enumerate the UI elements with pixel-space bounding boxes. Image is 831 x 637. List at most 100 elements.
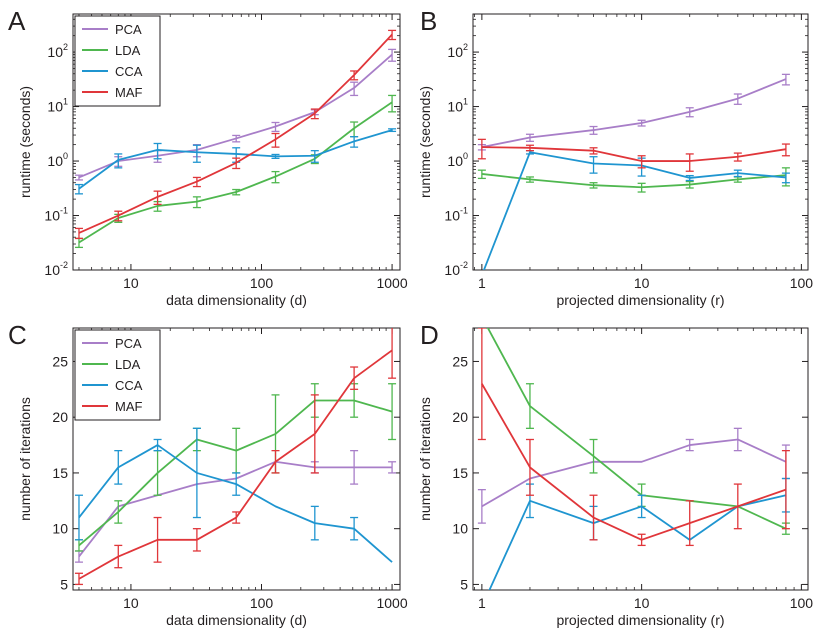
- y-tick-exponent: 0: [63, 151, 68, 161]
- error-bar-maf: [477, 138, 486, 160]
- error-bar-maf: [525, 144, 534, 152]
- legend-label-maf: MAF: [115, 399, 143, 414]
- error-bar-cca: [192, 144, 201, 163]
- legend-label-lda: LDA: [115, 357, 141, 372]
- legend-label-cca: CCA: [115, 64, 143, 79]
- error-bar-maf: [114, 210, 123, 222]
- error-bar-maf: [192, 176, 201, 188]
- error-bar-maf: [310, 108, 319, 120]
- error-bar-pca: [477, 489, 486, 524]
- x-tick-label: 1: [478, 275, 486, 291]
- error-bar-maf: [114, 544, 123, 569]
- y-tick-label: 25: [452, 353, 468, 369]
- error-bar-cca: [271, 153, 280, 160]
- y-axis-label: runtime (seconds): [417, 86, 433, 198]
- x-axis-label: projected dimensionality (r): [556, 292, 724, 308]
- error-bar-cca: [310, 150, 319, 163]
- error-bar-maf: [310, 394, 319, 474]
- legend-label-cca: CCA: [115, 378, 143, 393]
- error-bar-pca: [350, 81, 359, 97]
- series-line-lda: [486, 328, 787, 530]
- x-tick-label: 10: [634, 275, 650, 291]
- error-bar-cca: [74, 183, 83, 195]
- error-bar-lda: [637, 182, 646, 193]
- x-tick-label: 100: [790, 595, 814, 611]
- error-bar-maf: [525, 438, 534, 496]
- legend-label-pca: PCA: [115, 336, 142, 351]
- error-bar-lda: [74, 539, 83, 552]
- y-tick-exponent: 2: [463, 42, 468, 52]
- plot-frame: [472, 327, 809, 591]
- y-tick-exponent: 1: [63, 97, 68, 107]
- error-bar-cca: [388, 128, 397, 133]
- series-group: [477, 73, 790, 270]
- y-tick-label: 25: [52, 353, 68, 369]
- x-axis-label: data dimensionality (d): [166, 292, 307, 308]
- error-bar-cca: [153, 438, 162, 452]
- y-tick-exponent: 1: [463, 97, 468, 107]
- error-bar-pca: [388, 48, 397, 62]
- error-bar-pca: [733, 93, 742, 105]
- x-tick-label: 100: [790, 275, 814, 291]
- error-bar-pca: [733, 427, 742, 452]
- y-tick-label: 101: [47, 97, 68, 115]
- error-bar-lda: [589, 182, 598, 189]
- x-tick-label: 1000: [376, 595, 407, 611]
- panel-letter: D: [420, 320, 439, 350]
- error-bar-maf: [685, 153, 694, 172]
- legend-label-lda: LDA: [115, 43, 141, 58]
- error-bar-maf: [74, 572, 83, 586]
- error-bar-lda: [114, 500, 123, 524]
- x-tick-label: 100: [250, 275, 274, 291]
- error-bar-cca: [310, 505, 319, 541]
- error-bar-cca: [192, 427, 201, 519]
- error-bar-lda: [525, 176, 534, 183]
- series-group: [74, 328, 397, 586]
- y-tick-exponent: -1: [60, 206, 68, 216]
- error-bar-lda: [388, 94, 397, 113]
- error-bar-cca: [114, 449, 123, 485]
- y-tick-label: 15: [52, 465, 68, 481]
- error-bar-lda: [525, 383, 534, 429]
- error-bar-maf: [589, 494, 598, 541]
- error-bar-lda: [192, 196, 201, 209]
- series-line-lda: [78, 101, 393, 244]
- error-bar-pca: [232, 134, 241, 143]
- y-tick-label: 5: [460, 576, 468, 592]
- error-bar-pca: [74, 174, 83, 181]
- y-tick-label: 20: [452, 409, 468, 425]
- error-bar-cca: [733, 169, 742, 178]
- error-bar-maf: [637, 155, 646, 169]
- y-tick-base: 10: [47, 99, 63, 115]
- error-bar-cca: [637, 494, 646, 519]
- plot-frame: [72, 327, 401, 591]
- error-bar-lda: [388, 383, 397, 441]
- error-bar-pca: [685, 438, 694, 452]
- error-bar-maf: [192, 528, 201, 552]
- error-bar-maf: [153, 190, 162, 206]
- y-tick-label: 102: [47, 42, 68, 60]
- y-tick-label: 10-2: [444, 260, 468, 278]
- error-bar-maf: [350, 366, 359, 390]
- error-bar-maf: [781, 143, 790, 157]
- error-bar-lda: [685, 180, 694, 189]
- error-bar-cca: [232, 472, 241, 496]
- error-bar-cca: [685, 174, 694, 182]
- error-bar-maf: [350, 70, 359, 81]
- error-bar-maf: [733, 483, 742, 530]
- x-tick-label: 10: [634, 595, 650, 611]
- y-tick-base: 10: [44, 262, 60, 278]
- error-bar-pca: [637, 119, 646, 127]
- y-tick-base: 10: [447, 44, 463, 60]
- series-line-pca: [481, 438, 787, 508]
- x-tick-label: 1: [478, 595, 486, 611]
- x-axis-label: projected dimensionality (r): [556, 612, 724, 628]
- y-tick-exponent: 2: [63, 42, 68, 52]
- y-tick-label: 5: [60, 576, 68, 592]
- x-axis-label: data dimensionality (d): [166, 612, 307, 628]
- error-bar-cca: [153, 142, 162, 160]
- error-bar-maf: [637, 533, 646, 547]
- y-tick-label: 10: [52, 521, 68, 537]
